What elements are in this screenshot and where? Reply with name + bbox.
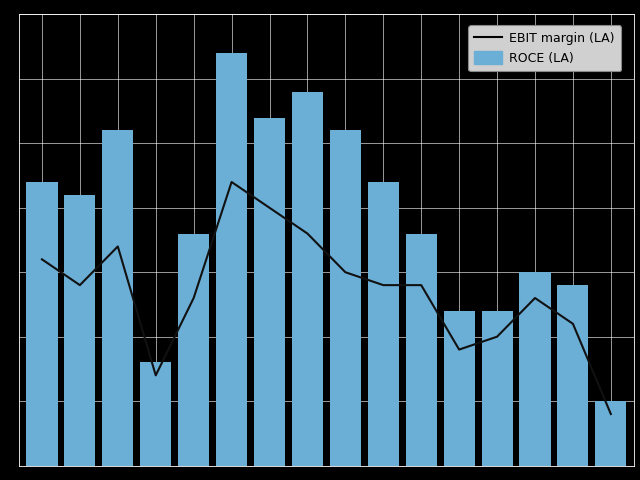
Bar	[595, 401, 627, 466]
Bar	[254, 118, 285, 466]
Bar	[330, 131, 361, 466]
Bar	[102, 131, 133, 466]
Bar	[481, 311, 513, 466]
Bar	[557, 285, 588, 466]
Bar	[65, 195, 95, 466]
Bar	[444, 311, 475, 466]
Bar	[216, 53, 247, 466]
Bar	[26, 182, 58, 466]
Legend: EBIT margin (LA), ROCE (LA): EBIT margin (LA), ROCE (LA)	[468, 25, 621, 71]
Bar	[520, 272, 550, 466]
Bar	[178, 234, 209, 466]
Bar	[368, 182, 399, 466]
Bar	[292, 92, 323, 466]
Bar	[406, 234, 436, 466]
Bar	[140, 362, 172, 466]
